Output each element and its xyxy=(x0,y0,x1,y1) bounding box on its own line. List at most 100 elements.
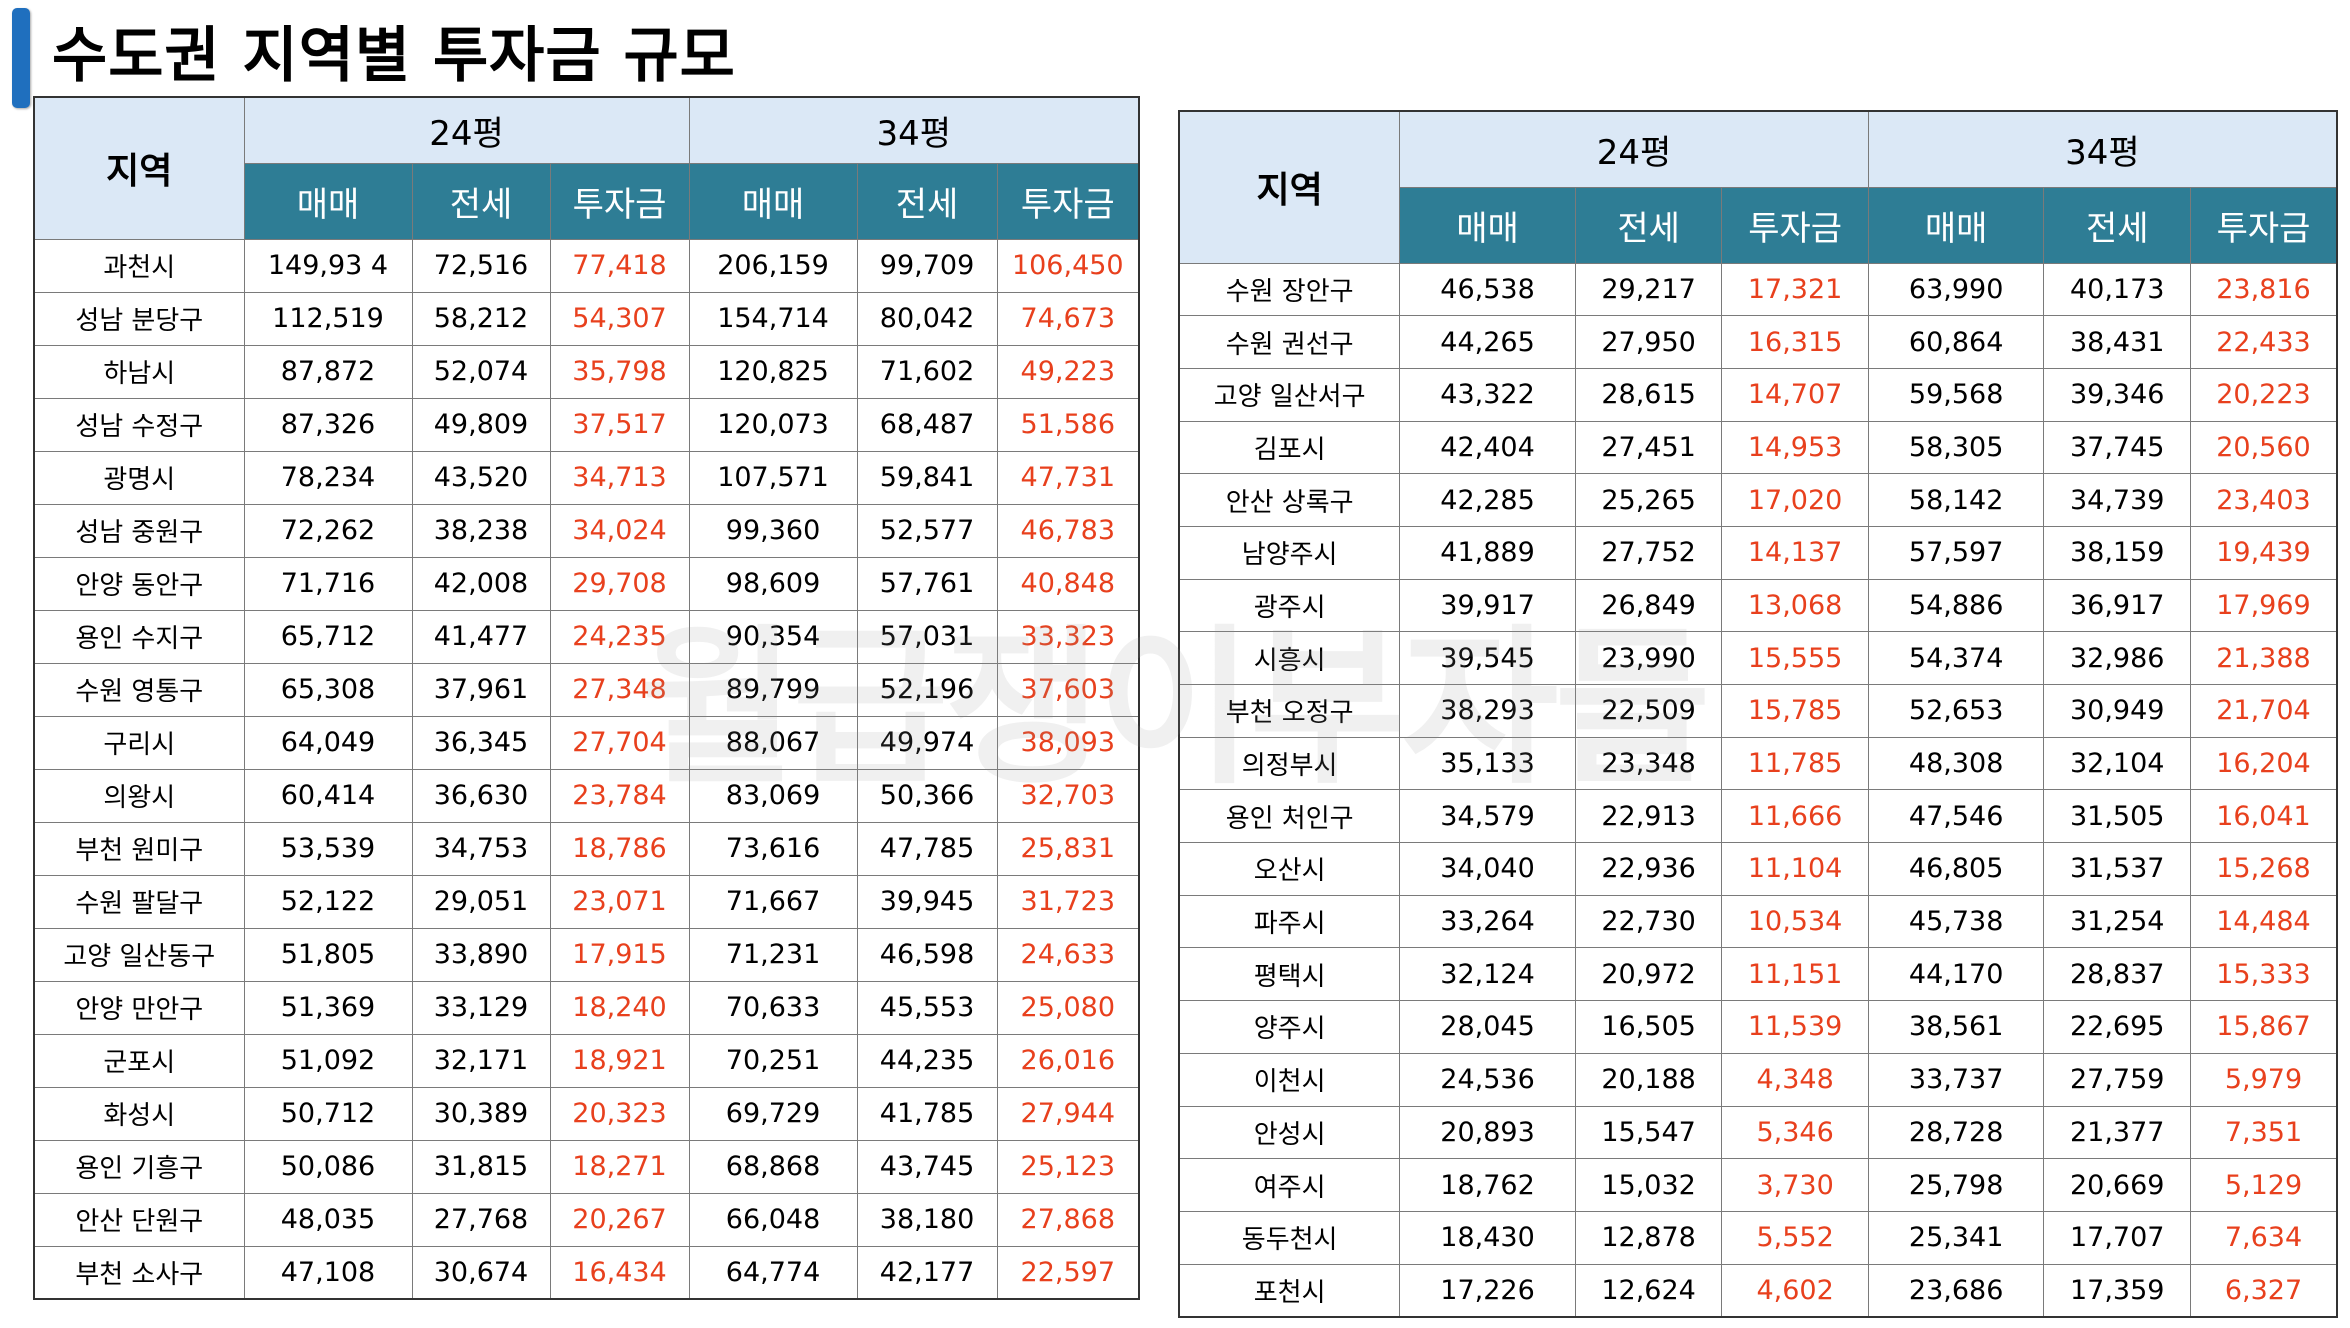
investment-24-cell: 5,346 xyxy=(1721,1105,1869,1160)
lease-34-cell: 43,745 xyxy=(856,1139,998,1194)
investment-24-cell: 13,068 xyxy=(1721,578,1869,633)
lease-24-cell: 16,505 xyxy=(1574,1000,1723,1054)
table-row: 안산 상록구 42,285 25,265 17,020 58,142 34,739 23,4… xyxy=(1178,473,2338,527)
investment-34-cell: 22,597 xyxy=(996,1245,1140,1300)
lease-34-cell: 32,986 xyxy=(2043,631,2191,685)
region-cell: 수원 영통구 xyxy=(33,662,245,717)
sale-24-cell: 53,539 xyxy=(243,821,413,876)
sale-34-cell: 33,737 xyxy=(1867,1052,2045,1107)
header-34-investment: 투자금 xyxy=(2189,186,2338,264)
lease-24-cell: 28,615 xyxy=(1574,367,1723,422)
lease-24-cell: 23,990 xyxy=(1574,631,1723,685)
lease-34-cell: 22,695 xyxy=(2043,1000,2191,1054)
region-cell: 안산 상록구 xyxy=(1178,473,1401,527)
lease-24-cell: 72,516 xyxy=(411,238,551,293)
region-cell: 안성시 xyxy=(1178,1105,1401,1160)
sale-34-cell: 52,653 xyxy=(1867,684,2045,738)
sale-24-cell: 78,234 xyxy=(243,450,413,505)
lease-34-cell: 31,537 xyxy=(2043,842,2191,896)
investment-24-cell: 14,707 xyxy=(1721,367,1869,422)
sale-34-cell: 73,616 xyxy=(688,821,858,876)
region-cell: 시흥시 xyxy=(1178,631,1401,685)
lease-24-cell: 22,509 xyxy=(1574,684,1723,738)
investment-24-cell: 37,517 xyxy=(549,397,690,452)
sale-24-cell: 42,285 xyxy=(1399,473,1576,527)
lease-24-cell: 22,913 xyxy=(1574,789,1723,844)
region-cell: 용인 수지구 xyxy=(33,609,245,664)
sale-24-cell: 60,414 xyxy=(243,768,413,823)
region-cell: 과천시 xyxy=(33,238,245,293)
region-cell: 하남시 xyxy=(33,344,245,399)
sale-24-cell: 42,404 xyxy=(1399,420,1576,475)
investment-34-cell: 7,351 xyxy=(2189,1105,2338,1160)
lease-34-cell: 37,745 xyxy=(2043,420,2191,475)
header-34-pyeong: 34평 xyxy=(1867,110,2338,188)
region-cell: 성남 수정구 xyxy=(33,397,245,452)
investment-24-cell: 17,915 xyxy=(549,927,690,982)
lease-24-cell: 20,972 xyxy=(1574,947,1723,1002)
lease-34-cell: 57,761 xyxy=(856,556,998,611)
investment-34-cell: 31,723 xyxy=(996,874,1140,929)
region-cell: 안양 만안구 xyxy=(33,980,245,1035)
investment-24-cell: 34,024 xyxy=(549,503,690,558)
investment-24-cell: 11,151 xyxy=(1721,947,1869,1002)
lease-34-cell: 36,917 xyxy=(2043,578,2191,633)
sale-24-cell: 87,326 xyxy=(243,397,413,452)
sale-34-cell: 60,864 xyxy=(1867,315,2045,369)
lease-24-cell: 43,520 xyxy=(411,450,551,505)
sale-34-cell: 64,774 xyxy=(688,1245,858,1300)
investment-34-cell: 25,123 xyxy=(996,1139,1140,1194)
region-cell: 성남 중원구 xyxy=(33,503,245,558)
investment-24-cell: 11,539 xyxy=(1721,1000,1869,1054)
table-row: 김포시 42,404 27,451 14,953 58,305 37,745 20,560 xyxy=(1178,420,2338,475)
investment-34-cell: 22,433 xyxy=(2189,315,2338,369)
lease-34-cell: 52,196 xyxy=(856,662,998,717)
investment-34-cell: 15,268 xyxy=(2189,842,2338,896)
lease-34-cell: 27,759 xyxy=(2043,1052,2191,1107)
header-24-lease: 전세 xyxy=(1574,186,1723,264)
investment-34-cell: 47,731 xyxy=(996,450,1140,505)
investment-24-cell: 18,240 xyxy=(549,980,690,1035)
sale-34-cell: 28,728 xyxy=(1867,1105,2045,1160)
region-cell: 수원 팔달구 xyxy=(33,874,245,929)
sale-34-cell: 69,729 xyxy=(688,1086,858,1141)
lease-34-cell: 45,553 xyxy=(856,980,998,1035)
table-row: 부천 오정구 38,293 22,509 15,785 52,653 30,949 21,7… xyxy=(1178,684,2338,738)
sale-24-cell: 48,035 xyxy=(243,1192,413,1247)
table-row: 부천 소사구 47,108 30,674 16,434 64,774 42,177 22,5… xyxy=(33,1245,1140,1300)
investment-24-cell: 18,271 xyxy=(549,1139,690,1194)
lease-34-cell: 17,707 xyxy=(2043,1210,2191,1265)
lease-24-cell: 52,074 xyxy=(411,344,551,399)
investment-34-cell: 23,403 xyxy=(2189,473,2338,527)
investment-34-cell: 27,868 xyxy=(996,1192,1140,1247)
investment-24-cell: 17,321 xyxy=(1721,262,1869,317)
table-row: 수원 장안구 46,538 29,217 17,321 63,990 40,173 23,8… xyxy=(1178,262,2338,317)
sale-34-cell: 154,714 xyxy=(688,291,858,346)
region-cell: 광주시 xyxy=(1178,578,1401,633)
sale-24-cell: 34,579 xyxy=(1399,789,1576,844)
region-cell: 부천 오정구 xyxy=(1178,684,1401,738)
table-row: 군포시 51,092 32,171 18,921 70,251 44,235 26,016 xyxy=(33,1033,1140,1088)
investment-34-cell: 51,586 xyxy=(996,397,1140,452)
sale-34-cell: 107,571 xyxy=(688,450,858,505)
investment-24-cell: 77,418 xyxy=(549,238,690,293)
investment-34-cell: 5,979 xyxy=(2189,1052,2338,1107)
header-34-lease: 전세 xyxy=(2043,186,2191,264)
lease-34-cell: 44,235 xyxy=(856,1033,998,1088)
region-cell: 여주시 xyxy=(1178,1158,1401,1212)
lease-34-cell: 52,577 xyxy=(856,503,998,558)
sale-24-cell: 50,712 xyxy=(243,1086,413,1141)
lease-24-cell: 58,212 xyxy=(411,291,551,346)
investment-34-cell: 20,560 xyxy=(2189,420,2338,475)
sale-34-cell: 66,048 xyxy=(688,1192,858,1247)
sale-34-cell: 57,597 xyxy=(1867,525,2045,580)
lease-24-cell: 27,950 xyxy=(1574,315,1723,369)
lease-34-cell: 47,785 xyxy=(856,821,998,876)
sale-24-cell: 39,545 xyxy=(1399,631,1576,685)
header-24-lease: 전세 xyxy=(411,162,551,240)
sale-34-cell: 120,825 xyxy=(688,344,858,399)
sale-24-cell: 33,264 xyxy=(1399,894,1576,949)
table-row: 하남시 87,872 52,074 35,798 120,825 71,602 49,223 xyxy=(33,344,1140,399)
lease-34-cell: 30,949 xyxy=(2043,684,2191,738)
sale-34-cell: 83,069 xyxy=(688,768,858,823)
